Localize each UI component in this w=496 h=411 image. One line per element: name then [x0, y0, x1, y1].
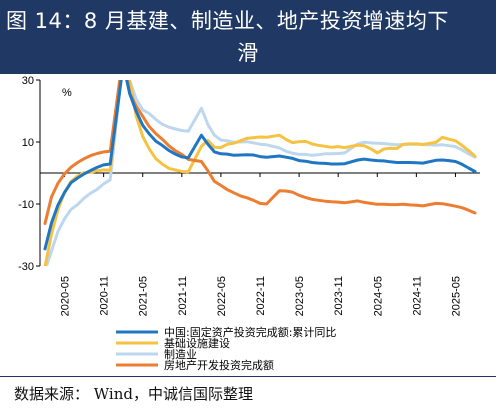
x-tick-label: 2025-05	[450, 276, 462, 316]
x-tick-label: 2022-11	[255, 276, 267, 316]
y-tick-label: -30	[18, 261, 34, 273]
series-line-2	[44, 80, 477, 266]
series-line-3	[43, 80, 477, 225]
x-tick-label: 2021-05	[138, 276, 150, 316]
series-layer	[43, 80, 477, 266]
x-tick-label: 2021-11	[177, 276, 189, 316]
x-tick-label: 2024-05	[372, 276, 384, 316]
legend-label-1: 基础设施建设	[164, 336, 230, 350]
line-chart: 30 10 -10 -30 2020-05 2020-11 2021-05 2021-11 20…	[18, 75, 480, 372]
x-tick-label: 2023-05	[294, 276, 306, 316]
x-tick-label: 2023-11	[333, 276, 345, 316]
series-line-1	[43, 80, 477, 266]
y-tick-label: 10	[22, 137, 34, 149]
legend-label-2: 制造业	[164, 347, 197, 361]
figure-title-bar: 图 14：8 月基建、制造业、地产投资增速均下 滑	[0, 0, 496, 74]
figure-title-line-1: 图 14：8 月基建、制造业、地产投资增速均下	[6, 9, 449, 33]
series-line-0	[43, 80, 477, 251]
y-tick-label: 30	[22, 75, 34, 87]
axes-layer: 30 10 -10 -30 2020-05 2020-11 2021-05 2021-11 20…	[18, 75, 480, 316]
x-tick-label: 2022-05	[216, 276, 228, 316]
x-tick-label: 2024-11	[411, 276, 423, 316]
legend-label-0: 中国:固定资产投资完成额:累计同比	[164, 325, 336, 339]
x-tick-label: 2020-05	[60, 276, 72, 316]
source-bar: 数据来源： Wind，中诚信国际整理	[0, 376, 496, 411]
legend-label-3: 房地产开发投资完成额	[164, 358, 274, 372]
figure-title-line-2: 滑	[237, 41, 259, 65]
source-text: 数据来源： Wind，中诚信国际整理	[14, 385, 253, 403]
unit-label: %	[62, 87, 72, 99]
y-tick-label: -10	[18, 199, 34, 211]
x-tick-label: 2020-11	[99, 276, 111, 316]
